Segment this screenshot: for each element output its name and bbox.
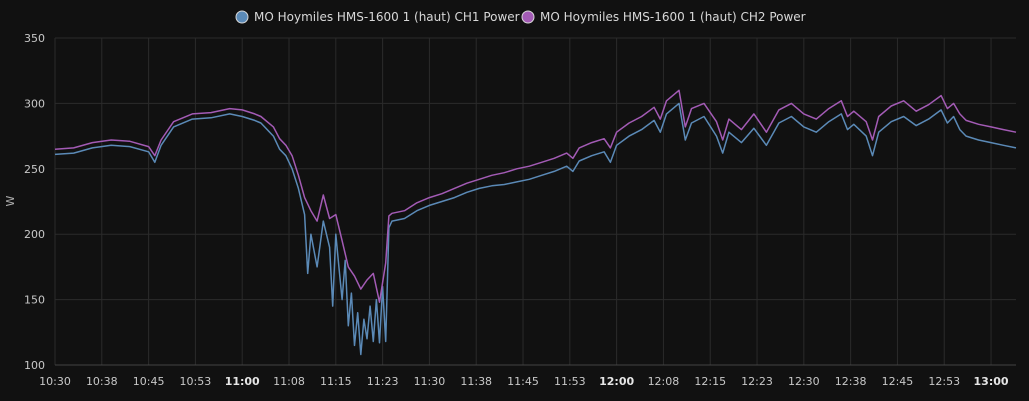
y-tick-label: 350 <box>24 32 45 45</box>
chart-legend: MO Hoymiles HMS-1600 1 (haut) CH1 Power M… <box>235 10 806 24</box>
x-tick-label: 11:00 <box>225 375 260 388</box>
legend-item-2[interactable]: MO Hoymiles HMS-1600 1 (haut) CH2 Power <box>521 10 806 24</box>
x-tick-label: 12:23 <box>741 375 773 388</box>
y-tick-label: 300 <box>24 97 45 110</box>
x-tick-label: 12:45 <box>882 375 914 388</box>
legend-swatch <box>235 10 249 24</box>
chart-series <box>54 89 1017 356</box>
x-tick-label: 13:00 <box>974 375 1009 388</box>
chart-grid <box>54 37 1016 366</box>
y-axis-label: W <box>4 195 17 206</box>
series-line-1 <box>54 102 1017 356</box>
y-axis: 100 150 200 250 300 350 <box>24 32 45 372</box>
x-tick-label: 10:30 <box>39 375 71 388</box>
legend-label: MO Hoymiles HMS-1600 1 (haut) CH2 Power <box>540 10 806 24</box>
x-tick-label: 10:45 <box>133 375 165 388</box>
y-tick-label: 250 <box>24 163 45 176</box>
x-tick-label: 12:00 <box>599 375 634 388</box>
x-tick-label: 11:15 <box>320 375 352 388</box>
x-tick-label: 12:38 <box>835 375 867 388</box>
legend-item-1[interactable]: MO Hoymiles HMS-1600 1 (haut) CH1 Power <box>235 10 520 24</box>
x-tick-label: 11:45 <box>507 375 539 388</box>
x-tick-label: 12:15 <box>694 375 726 388</box>
legend-label: MO Hoymiles HMS-1600 1 (haut) CH1 Power <box>254 10 520 24</box>
x-tick-label: 11:30 <box>414 375 446 388</box>
y-tick-label: 150 <box>24 294 45 307</box>
x-tick-label: 10:53 <box>180 375 212 388</box>
y-tick-label: 200 <box>24 228 45 241</box>
x-tick-label: 12:30 <box>788 375 820 388</box>
legend-swatch <box>521 10 535 24</box>
x-tick-label: 11:38 <box>460 375 492 388</box>
series-line-2 <box>54 89 1017 303</box>
x-tick-label: 10:38 <box>86 375 118 388</box>
x-axis: 10:30 10:38 10:45 10:53 11:00 11:08 11:15 11:23… <box>39 375 1009 388</box>
y-tick-label: 100 <box>24 359 45 372</box>
x-tick-label: 12:08 <box>648 375 680 388</box>
x-tick-label: 11:08 <box>273 375 305 388</box>
x-tick-label: 11:53 <box>554 375 586 388</box>
x-tick-label: 12:53 <box>928 375 960 388</box>
x-tick-label: 11:23 <box>367 375 399 388</box>
